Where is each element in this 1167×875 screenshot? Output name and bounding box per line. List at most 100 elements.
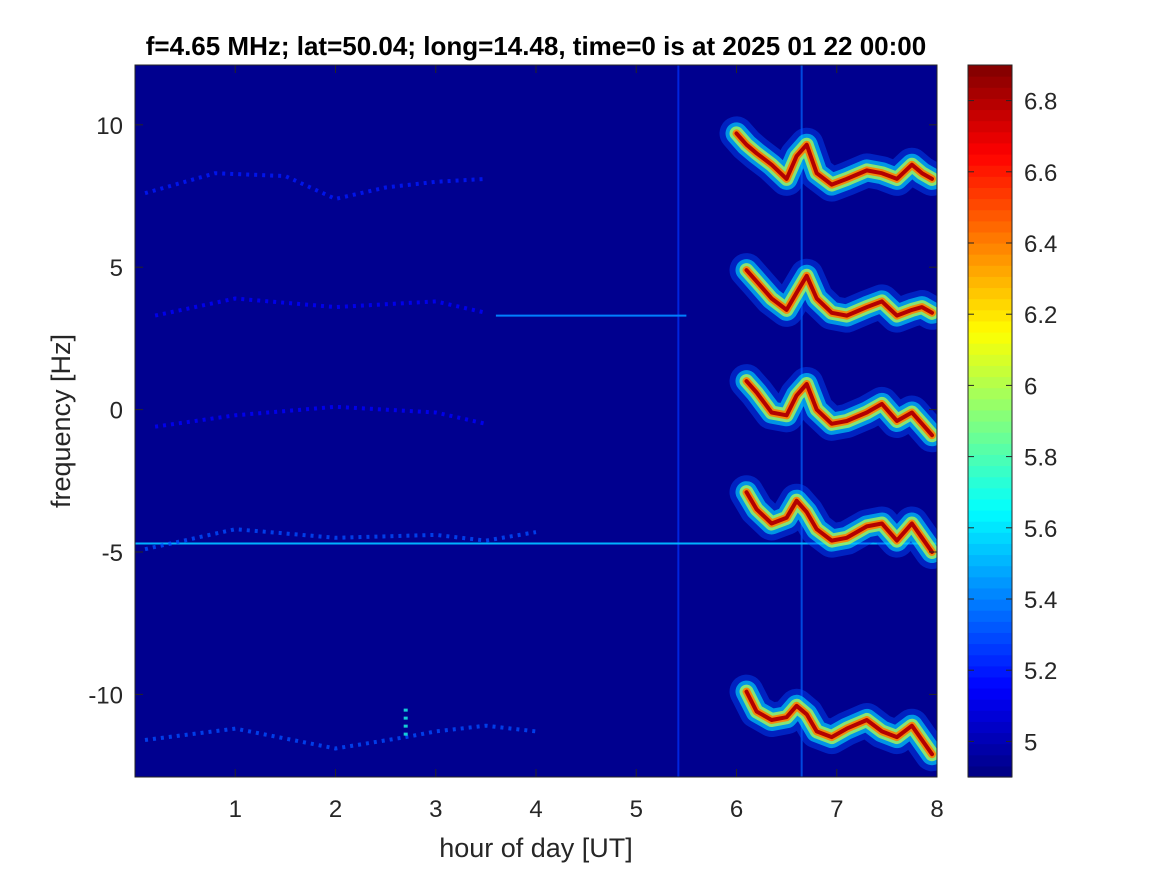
- x-tick-label: 1: [229, 796, 242, 823]
- colorbar-swatch: [968, 87, 1012, 99]
- colorbar-swatch: [968, 409, 1012, 422]
- colorbar-tick-label: 6: [1024, 373, 1037, 400]
- colorbar-swatch: [968, 243, 1012, 255]
- colorbar-swatch: [968, 765, 1012, 778]
- colorbar-swatch: [968, 732, 1012, 745]
- colorbar-swatch: [968, 109, 1012, 122]
- colorbar-tick-label: 5.4: [1024, 587, 1057, 614]
- y-tick-label: 10: [96, 113, 123, 140]
- x-tick-label: 3: [429, 796, 442, 823]
- colorbar-swatch: [968, 543, 1012, 556]
- chart-title: f=4.65 MHz; lat=50.04; long=14.48, time=…: [146, 31, 926, 61]
- colorbar-swatch: [968, 654, 1012, 667]
- y-tick-label: 5: [110, 255, 123, 282]
- colorbar-swatch: [968, 743, 1012, 756]
- y-axis-label: frequency [Hz]: [46, 334, 76, 508]
- colorbar-swatch: [968, 365, 1012, 378]
- colorbar-tick-label: 5: [1024, 729, 1037, 756]
- colorbar-swatch: [968, 576, 1012, 589]
- colorbar-swatch: [968, 187, 1012, 200]
- y-tick-label: 0: [110, 398, 123, 425]
- colorbar-swatch: [968, 754, 1012, 767]
- colorbar-swatch: [968, 209, 1012, 222]
- faint-feature: [144, 527, 537, 552]
- colorbar-swatch: [968, 343, 1012, 355]
- colorbar-swatch: [968, 476, 1012, 489]
- colorbar-swatch: [968, 432, 1012, 444]
- colorbar-swatch: [968, 610, 1012, 622]
- colorbar-swatch: [968, 688, 1012, 700]
- colorbar-swatch: [968, 443, 1012, 455]
- x-tick-label: 8: [930, 796, 943, 823]
- colorbar-swatch: [968, 532, 1012, 544]
- colorbar-swatch: [968, 699, 1012, 711]
- colorbar-swatch: [968, 665, 1012, 678]
- colorbar-swatch: [968, 721, 1012, 734]
- echo-trace: [744, 379, 934, 438]
- colorbar-swatch: [968, 76, 1012, 88]
- colorbar-swatch: [968, 465, 1012, 478]
- colorbar-swatch: [968, 565, 1012, 578]
- colorbar-swatch: [968, 676, 1012, 689]
- colorbar-swatch: [968, 287, 1012, 300]
- colorbar-swatch: [968, 398, 1012, 411]
- faint-feature: [144, 723, 537, 751]
- colorbar: 5 5.2 5.4 5.6 5.8 6 6.2 6.4 6.6 6.8: [967, 64, 1057, 778]
- x-tick-label: 2: [329, 796, 342, 823]
- colorbar-border: [967, 64, 1013, 778]
- x-tick-label: 7: [830, 796, 843, 823]
- colorbar-swatch: [968, 198, 1012, 211]
- colorbar-swatch: [968, 554, 1012, 567]
- colorbar-tick-label: 5.6: [1024, 516, 1057, 543]
- colorbar-swatch: [968, 265, 1012, 277]
- colorbar-swatch: [968, 498, 1012, 511]
- colorbar-swatch: [968, 298, 1012, 311]
- colorbar-swatch: [968, 120, 1012, 133]
- colorbar-swatch: [968, 98, 1012, 111]
- colorbar-swatch: [968, 376, 1012, 389]
- colorbar-swatch: [968, 254, 1012, 266]
- colorbar-swatch: [968, 599, 1012, 611]
- x-tick-label: 5: [630, 796, 643, 823]
- colorbar-swatch: [968, 621, 1012, 633]
- colorbar-tick-label: 6.6: [1024, 160, 1057, 187]
- colorbar-swatch: [968, 454, 1012, 467]
- colorbar-swatch: [968, 587, 1012, 600]
- colorbar-swatch: [968, 320, 1012, 333]
- colorbar-swatch: [968, 421, 1012, 433]
- colorbar-swatch: [968, 154, 1012, 166]
- colorbar-swatch: [968, 142, 1012, 155]
- colorbar-swatch: [968, 276, 1012, 289]
- colorbar-swatch: [968, 65, 1012, 77]
- echo-trace: [734, 131, 934, 187]
- colorbar-swatch: [968, 354, 1012, 366]
- colorbar-swatch: [968, 510, 1012, 522]
- colorbar-swatch: [968, 521, 1012, 533]
- colorbar-swatch: [968, 387, 1012, 400]
- colorbar-swatch: [968, 487, 1012, 500]
- colorbar-tick-label: 6.4: [1024, 231, 1057, 258]
- colorbar-swatch: [968, 309, 1012, 322]
- echo-trace: [744, 490, 934, 554]
- x-axis-label: hour of day [UT]: [439, 833, 633, 863]
- colorbar-swatch: [968, 220, 1012, 233]
- colorbar-swatch: [968, 643, 1012, 656]
- echo-trace: [744, 689, 934, 757]
- x-axis: 1 2 3 4 5 6 7 8: [229, 65, 944, 823]
- colorbar-tick-label: 6.2: [1024, 302, 1057, 329]
- heatmap: [135, 65, 937, 777]
- colorbar-tick-label: 5.2: [1024, 658, 1057, 685]
- colorbar-swatch: [968, 165, 1012, 177]
- colorbar-swatch: [968, 332, 1012, 344]
- y-tick-label: -5: [102, 540, 123, 567]
- echo-trace: [744, 268, 934, 318]
- colorbar-tick-label: 5.8: [1024, 445, 1057, 472]
- colorbar-tick-label: 6.8: [1024, 89, 1057, 116]
- x-tick-label: 4: [529, 796, 542, 823]
- colorbar-swatch: [968, 710, 1012, 722]
- colorbar-swatch: [968, 131, 1012, 144]
- colorbar-swatch: [968, 231, 1012, 244]
- colorbar-swatch: [968, 632, 1012, 645]
- x-tick-label: 6: [730, 796, 743, 823]
